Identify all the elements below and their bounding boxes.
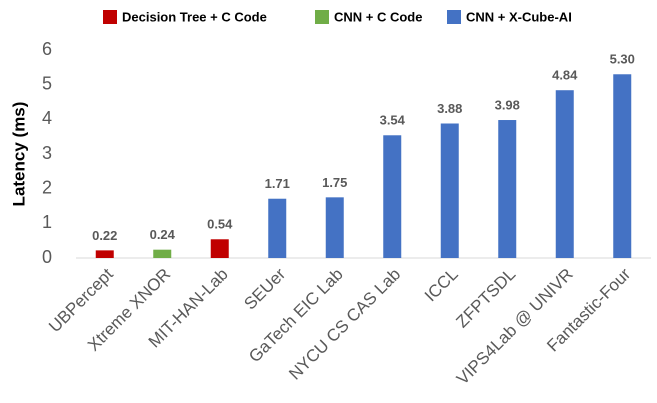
bar xyxy=(153,249,172,258)
legend-label: CNN + C Code xyxy=(334,9,422,24)
bar xyxy=(210,239,229,258)
value-label: 1.71 xyxy=(265,176,290,191)
value-label: 5.30 xyxy=(610,52,635,67)
y-tick-label: 1 xyxy=(42,212,52,232)
y-tick-label: 2 xyxy=(42,177,52,197)
bar xyxy=(555,90,574,258)
legend-label: CNN + X-Cube-AI xyxy=(466,9,572,24)
bar xyxy=(498,120,517,258)
legend-label: Decision Tree + C Code xyxy=(122,9,267,24)
legend-swatch xyxy=(447,10,461,24)
y-tick-label: 6 xyxy=(42,39,52,59)
value-label: 0.54 xyxy=(207,217,233,232)
bar xyxy=(383,135,402,258)
value-label: 1.75 xyxy=(322,175,347,190)
value-label: 3.88 xyxy=(437,101,462,116)
y-tick-label: 5 xyxy=(42,73,52,93)
x-tick-label: NYCU CS CAS Lab xyxy=(285,265,404,384)
legend-swatch xyxy=(103,10,117,24)
x-tick-label: SEUer xyxy=(240,264,289,313)
bar xyxy=(613,74,632,259)
value-label: 0.22 xyxy=(92,228,117,243)
x-tick-label: ICCL xyxy=(421,265,462,306)
legend-swatch xyxy=(315,10,329,24)
value-label: 3.98 xyxy=(495,97,520,112)
value-label: 0.24 xyxy=(150,227,176,242)
y-axis-label: Latency (ms) xyxy=(9,102,28,207)
y-tick-label: 0 xyxy=(42,247,52,267)
bar xyxy=(95,250,114,258)
y-tick-label: 4 xyxy=(42,108,52,128)
y-tick-label: 3 xyxy=(42,143,52,163)
bar xyxy=(268,198,287,258)
bar xyxy=(440,123,459,258)
bar xyxy=(325,197,344,258)
value-label: 4.84 xyxy=(552,68,578,83)
value-label: 3.54 xyxy=(380,113,406,128)
